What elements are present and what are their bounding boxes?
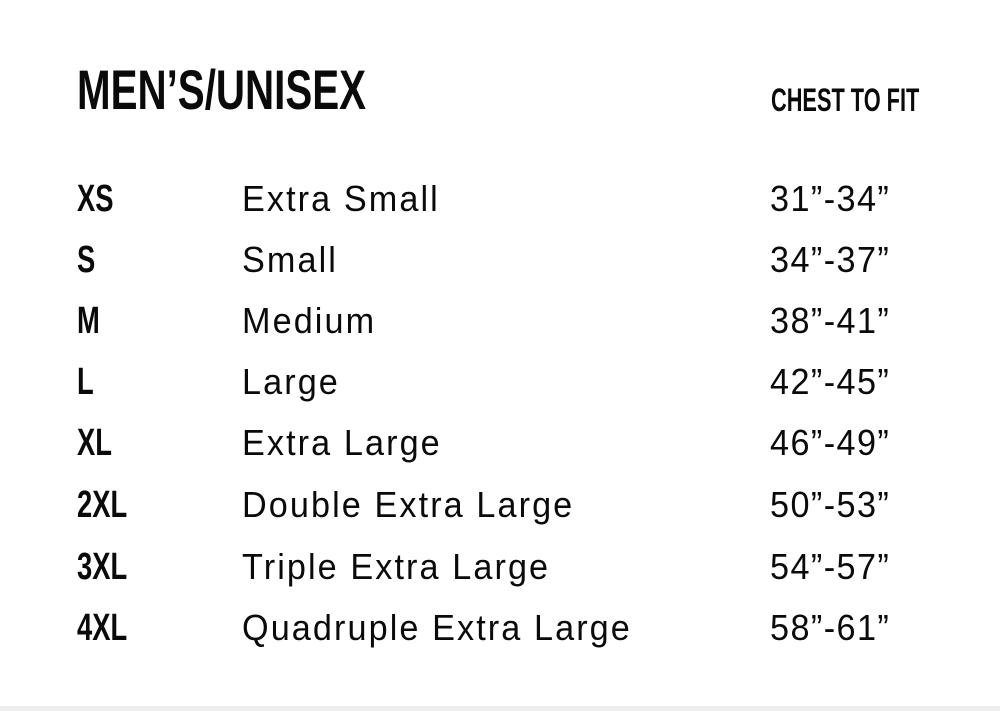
chest-to-fit-header: CHEST TO FIT <box>771 82 920 118</box>
size-name: Extra Large <box>242 422 442 463</box>
table-row: XL Extra Large 46”-49” <box>0 418 1000 468</box>
size-code: 2XL <box>77 484 128 526</box>
page-title: MEN’S/UNISEX <box>77 58 367 121</box>
table-row: S Small 34”-37” <box>0 235 1000 285</box>
size-code: S <box>77 239 96 281</box>
size-code: XS <box>77 178 114 220</box>
chest-measurement: 58”-61” <box>770 607 891 648</box>
chest-measurement: 54”-57” <box>770 546 891 587</box>
size-name: Double Extra Large <box>242 484 575 525</box>
size-name: Small <box>242 239 338 280</box>
size-name: Large <box>242 361 340 402</box>
table-row: 2XL Double Extra Large 50”-53” <box>0 480 1000 530</box>
chest-measurement: 31”-34” <box>770 178 891 219</box>
chest-measurement: 50”-53” <box>770 484 891 525</box>
size-name: Medium <box>242 300 377 341</box>
table-row: M Medium 38”-41” <box>0 296 1000 346</box>
table-row: L Large 42”-45” <box>0 357 1000 407</box>
chest-measurement: 34”-37” <box>770 239 891 280</box>
bottom-divider <box>0 706 1000 711</box>
size-code: XL <box>77 422 112 464</box>
chest-measurement: 42”-45” <box>770 361 891 402</box>
size-code: 4XL <box>77 607 128 649</box>
size-name: Triple Extra Large <box>242 546 551 587</box>
table-row: 4XL Quadruple Extra Large 58”-61” <box>0 603 1000 653</box>
size-name: Extra Small <box>242 178 440 219</box>
chest-measurement: 38”-41” <box>770 300 891 341</box>
size-name: Quadruple Extra Large <box>242 607 632 648</box>
chest-measurement: 46”-49” <box>770 422 891 463</box>
table-row: 3XL Triple Extra Large 54”-57” <box>0 542 1000 592</box>
table-row: XS Extra Small 31”-34” <box>0 174 1000 224</box>
size-code: 3XL <box>77 546 128 588</box>
size-code: M <box>77 300 100 342</box>
size-code: L <box>77 361 94 403</box>
